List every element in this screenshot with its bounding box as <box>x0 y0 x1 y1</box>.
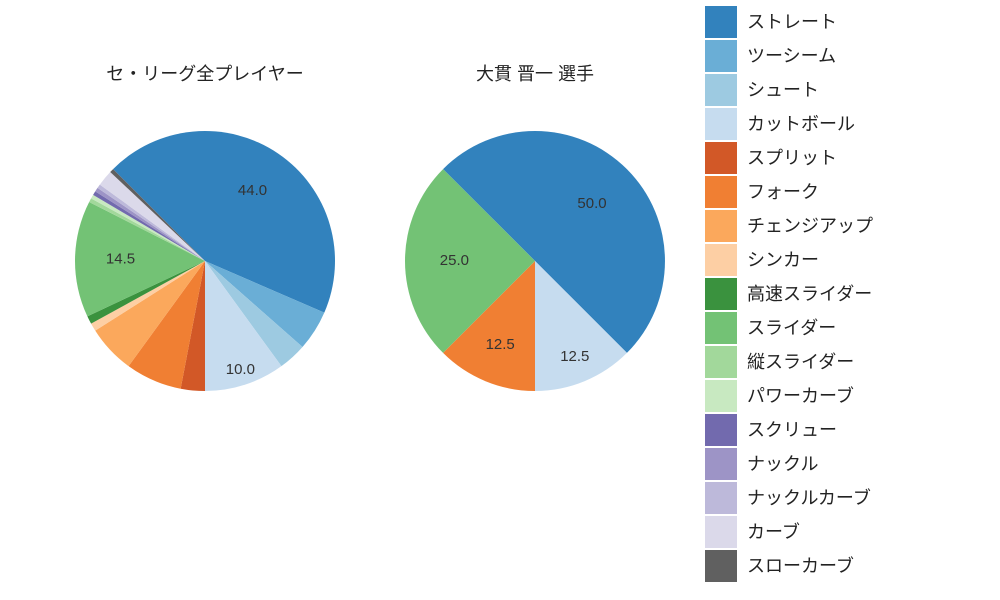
legend-label: カーブ <box>747 515 800 549</box>
legend-swatch <box>705 108 737 140</box>
legend-label: シンカー <box>747 243 819 277</box>
legend-swatch <box>705 40 737 72</box>
legend-swatch <box>705 448 737 480</box>
legend-item: スライダー <box>705 311 985 345</box>
legend-item: スローカーブ <box>705 549 985 583</box>
legend-swatch <box>705 244 737 276</box>
legend-item: パワーカーブ <box>705 379 985 413</box>
legend-label: チェンジアップ <box>747 209 873 243</box>
legend-label: スライダー <box>747 311 836 345</box>
legend-label: スプリット <box>747 141 837 175</box>
pie-slice-label: 44.0 <box>238 182 267 199</box>
pie-svg-league: 44.0 10.0 14.5 <box>40 96 370 426</box>
legend-swatch <box>705 142 737 174</box>
chart-title-player: 大貫 晋一 選手 <box>370 60 700 86</box>
legend-label: シュート <box>747 73 819 107</box>
legend-swatch <box>705 516 737 548</box>
legend-swatch <box>705 6 737 38</box>
legend-swatch <box>705 74 737 106</box>
legend-item: スプリット <box>705 141 985 175</box>
legend-item: ナックルカーブ <box>705 481 985 515</box>
legend-swatch <box>705 414 737 446</box>
legend-swatch <box>705 312 737 344</box>
legend-label: スローカーブ <box>747 549 854 583</box>
legend-item: シンカー <box>705 243 985 277</box>
legend-label: ナックル <box>747 447 818 481</box>
legend-swatch <box>705 278 737 310</box>
legend: ストレートツーシームシュートカットボールスプリットフォークチェンジアップシンカー… <box>705 5 985 583</box>
legend-label: カットボール <box>747 107 855 141</box>
legend-swatch <box>705 550 737 582</box>
chart-title-league: セ・リーグ全プレイヤー <box>40 60 370 86</box>
pie-slice-label: 25.0 <box>440 252 469 269</box>
legend-swatch <box>705 482 737 514</box>
legend-swatch <box>705 380 737 412</box>
legend-label: 高速スライダー <box>747 277 872 311</box>
legend-item: ツーシーム <box>705 39 985 73</box>
legend-item: カットボール <box>705 107 985 141</box>
legend-item: 高速スライダー <box>705 277 985 311</box>
legend-swatch <box>705 210 737 242</box>
pie-slice-label: 12.5 <box>560 348 589 365</box>
pie-slice-label: 50.0 <box>577 195 606 212</box>
legend-item: フォーク <box>705 175 985 209</box>
legend-item: ストレート <box>705 5 985 39</box>
legend-label: スクリュー <box>747 413 837 447</box>
legend-swatch <box>705 176 737 208</box>
pie-slice-label: 10.0 <box>226 361 255 378</box>
legend-swatch <box>705 346 737 378</box>
legend-label: フォーク <box>747 175 819 209</box>
legend-item: 縦スライダー <box>705 345 985 379</box>
pie-chart-league: セ・リーグ全プレイヤー 44.0 10.0 14.5 <box>40 60 370 426</box>
chart-container: セ・リーグ全プレイヤー 44.0 10.0 14.5 大貫 晋一 選手 50.0 12… <box>0 0 1000 600</box>
legend-label: ツーシーム <box>747 39 836 73</box>
legend-item: シュート <box>705 73 985 107</box>
pie-slice-label: 12.5 <box>486 336 515 353</box>
pie-chart-player: 大貫 晋一 選手 50.0 12.5 12.5 25.0 <box>370 60 700 426</box>
legend-label: ストレート <box>747 5 837 39</box>
legend-item: カーブ <box>705 515 985 549</box>
pie-svg-player: 50.0 12.5 12.5 25.0 <box>370 96 700 426</box>
legend-label: パワーカーブ <box>747 379 854 413</box>
legend-item: スクリュー <box>705 413 985 447</box>
legend-item: ナックル <box>705 447 985 481</box>
legend-label: 縦スライダー <box>747 345 854 379</box>
pie-slice-label: 14.5 <box>106 251 135 268</box>
legend-item: チェンジアップ <box>705 209 985 243</box>
legend-label: ナックルカーブ <box>747 481 871 515</box>
